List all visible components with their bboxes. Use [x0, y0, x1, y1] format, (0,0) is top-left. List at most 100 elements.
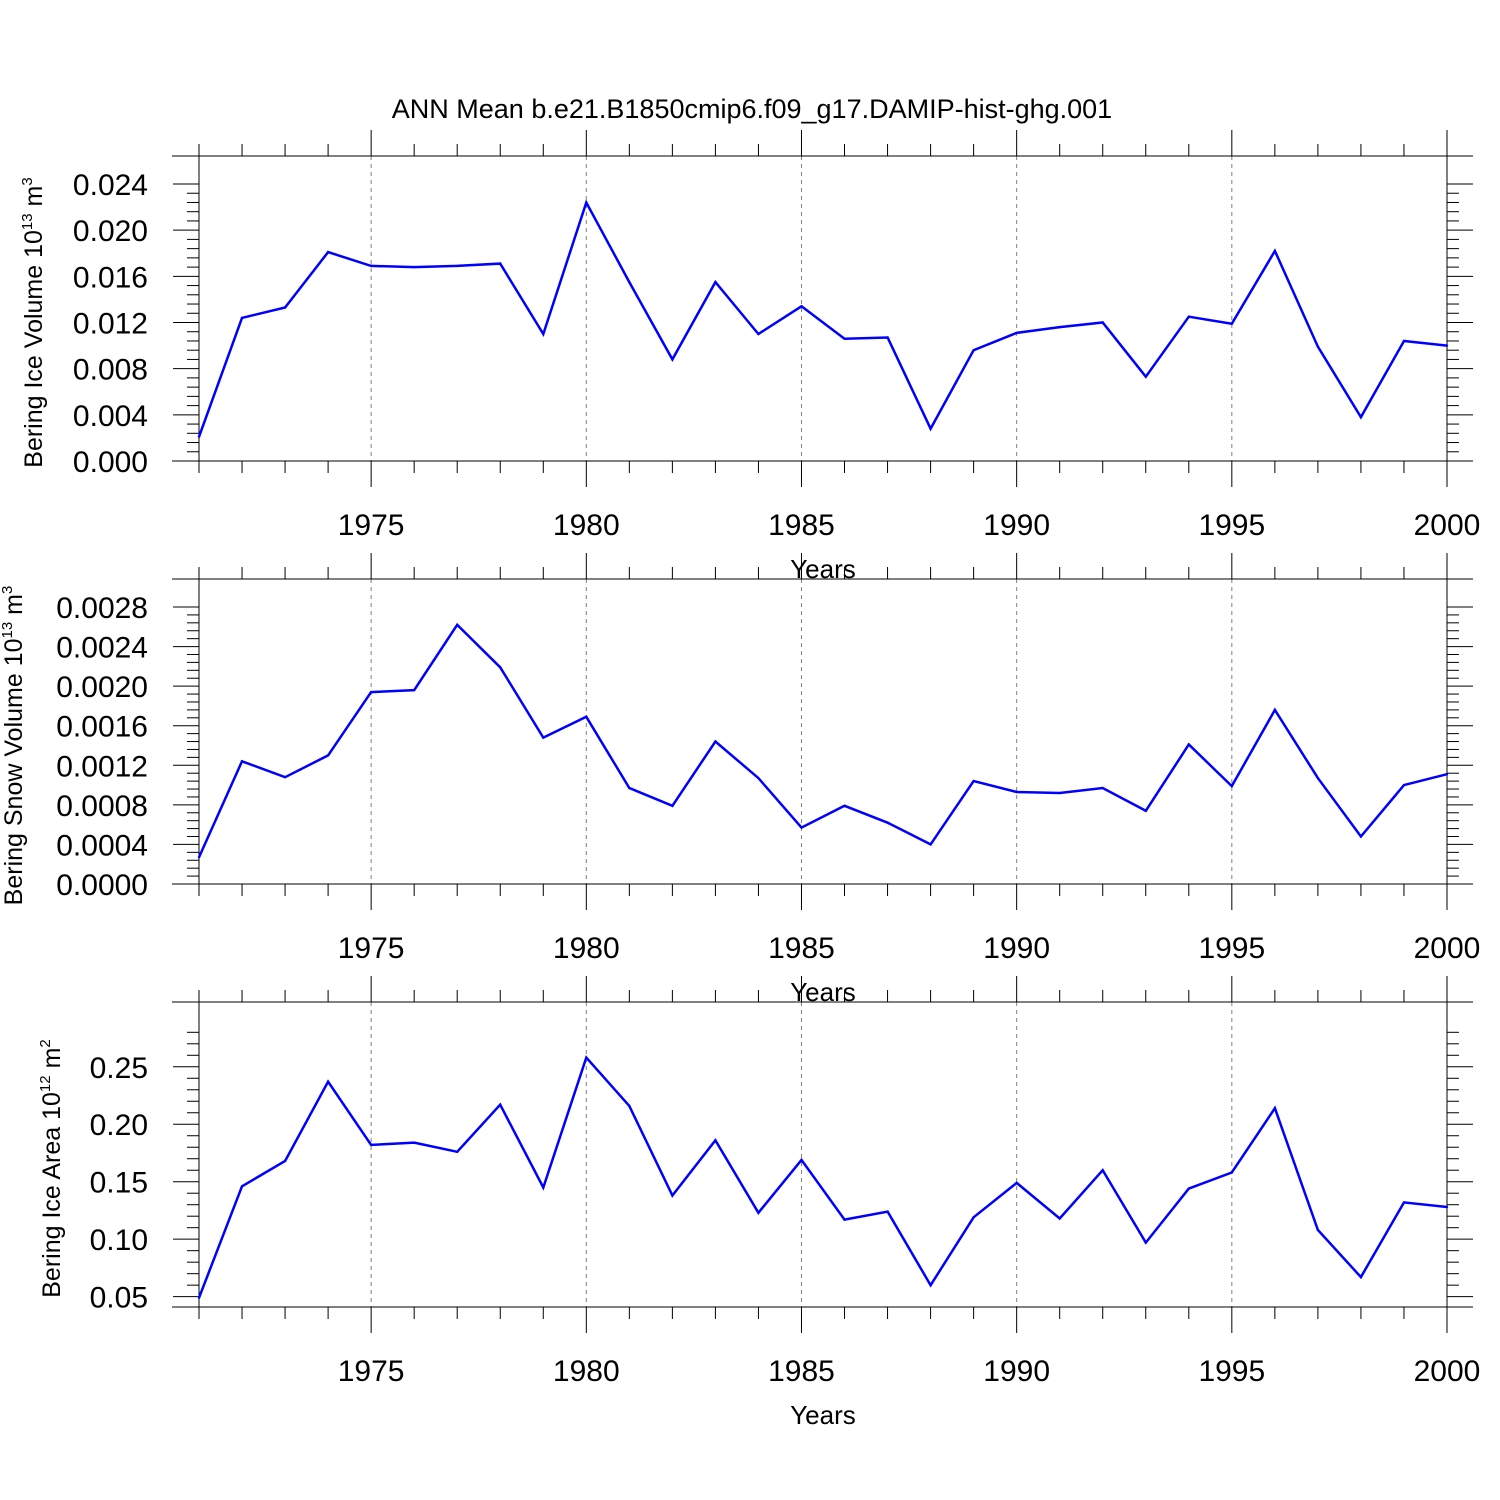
- ice-area-point: [326, 1080, 330, 1083]
- ice-volume-point: [1101, 321, 1104, 324]
- ice-area-point: [1316, 1228, 1320, 1232]
- ice-volume-xtick-label: 1980: [553, 509, 620, 542]
- ice-volume-ytick-label: 0.020: [73, 215, 148, 248]
- ice-area-point: [1230, 1171, 1234, 1174]
- snow-volume-point: [972, 779, 975, 783]
- snow-volume-ytick-label: 0.0016: [56, 711, 148, 744]
- snow-volume-point: [542, 736, 545, 739]
- snow-volume-xtick-label: 1985: [768, 932, 835, 965]
- ice-area-point: [240, 1185, 244, 1188]
- plots: 1975 1980 1985 1990 1995 2000 Years 0.000 0.004 0…: [0, 130, 1480, 1430]
- ice-volume-point: [1144, 375, 1147, 378]
- ice-area-point: [1187, 1187, 1190, 1190]
- ice-area-point: [283, 1159, 287, 1163]
- ice-area-point: [1402, 1201, 1406, 1204]
- snow-volume-xtick-label: 1995: [1198, 932, 1265, 965]
- ice-volume-ytick-label: 0.000: [73, 446, 148, 479]
- snow-volume-xtick-label: 1990: [983, 932, 1050, 965]
- ice-area-point: [714, 1139, 717, 1142]
- ice-area-point: [628, 1104, 631, 1108]
- ice-area-point: [542, 1186, 545, 1189]
- ice-volume-point: [1230, 322, 1234, 325]
- snow-volume-point: [456, 623, 459, 627]
- snow-volume-point: [1015, 790, 1018, 794]
- ice-volume-point: [197, 435, 201, 438]
- ice-volume-point: [1402, 339, 1406, 343]
- ice-area-xtick-label: 1980: [553, 1355, 620, 1388]
- snow-volume-point: [240, 760, 244, 763]
- ice-area-point: [1015, 1181, 1018, 1185]
- ice-area-point: [929, 1283, 932, 1287]
- snow-volume-point: [1230, 784, 1234, 788]
- ice-area-xtick-label: 1995: [1198, 1355, 1265, 1388]
- snow-volume-point: [1187, 743, 1190, 746]
- ice-volume-point: [1316, 345, 1320, 348]
- ice-volume-point: [542, 332, 545, 336]
- ice-volume-xtick-label: 1975: [338, 509, 405, 542]
- ice-area-series-line: [197, 1055, 1448, 1299]
- ice-area-xtick-label: 2000: [1414, 1355, 1481, 1388]
- ice-area-point: [1144, 1241, 1147, 1244]
- ice-area-xlabel: Years: [790, 1400, 856, 1430]
- snow-volume-point: [1058, 791, 1061, 795]
- ice-area-point: [1359, 1275, 1363, 1279]
- snow-volume-xtick-label: 1980: [553, 932, 620, 965]
- snow-volume-ytick-label: 0.0020: [56, 671, 148, 704]
- snow-volume-ytick-label: 0.0004: [56, 829, 148, 862]
- ice-volume-point: [628, 280, 631, 284]
- ice-volume-ytick-label: 0.024: [73, 169, 148, 202]
- snow-volume-point: [628, 786, 631, 790]
- snow-volume-ytick-label: 0.0012: [56, 750, 148, 783]
- ice-volume-point: [843, 337, 846, 340]
- ice-volume-point: [369, 264, 373, 268]
- ice-area-panel: 1975 1980 1985 1990 1995 2000 Years 0.05 0.10 0.1…: [37, 976, 1480, 1430]
- ice-area-point: [197, 1296, 201, 1300]
- ice-volume-xtick-label: 1995: [1198, 509, 1265, 542]
- ice-area-ytick-label: 0.25: [90, 1052, 148, 1085]
- ice-volume-panel: 1975 1980 1985 1990 1995 2000Years0.0000.0040…: [19, 130, 1480, 584]
- snow-volume-point: [412, 688, 416, 692]
- ice-area-point: [499, 1103, 502, 1106]
- ice-area-point: [757, 1211, 760, 1214]
- snow-volume-panel: 1975 1980 1985 1990 1995 2000Years0.00000.000…: [0, 553, 1480, 1007]
- snow-volume-xtick-label: 2000: [1414, 932, 1481, 965]
- snow-volume-point: [1445, 772, 1449, 776]
- snow-volume-point: [800, 826, 803, 829]
- snow-volume-xtick-label: 1975: [338, 932, 405, 965]
- ice-volume-point: [412, 265, 416, 269]
- ice-volume-point: [283, 306, 287, 309]
- ice-volume-ytick-label: 0.004: [73, 400, 148, 433]
- snow-volume-ytick-label: 0.0008: [56, 790, 148, 823]
- ice-area-ytick-label: 0.15: [90, 1167, 148, 1200]
- ice-area-point: [456, 1150, 459, 1154]
- snow-volume-ytick-label: 0.0028: [56, 592, 148, 625]
- snow-volume-series-line: [197, 622, 1448, 858]
- chart-title: ANN Mean b.e21.B1850cmip6.f09_g17.DAMIP-…: [392, 94, 1112, 124]
- ice-area-point: [1445, 1205, 1449, 1209]
- snow-volume-point: [1316, 776, 1320, 780]
- ice-volume-point: [326, 250, 330, 254]
- snow-volume-point: [757, 776, 760, 780]
- snow-volume-point: [585, 715, 588, 719]
- ice-volume-ytick-label: 0.012: [73, 308, 148, 341]
- snow-volume-point: [499, 666, 502, 669]
- ice-volume-point: [1445, 344, 1449, 347]
- ice-volume-xtick-label: 1985: [768, 509, 835, 542]
- snow-volume-point: [1359, 835, 1363, 838]
- ice-area-ylabel: Bering Ice Area 1012 m2: [37, 1039, 66, 1298]
- ice-volume-point: [240, 316, 244, 320]
- ice-area-point: [585, 1056, 588, 1059]
- ice-volume-point: [1273, 249, 1277, 253]
- ice-volume-point: [1058, 325, 1061, 329]
- ice-volume-xtick-label: 1990: [983, 509, 1050, 542]
- snow-volume-point: [197, 856, 201, 859]
- ice-volume-point: [456, 264, 459, 268]
- ice-area-ytick-label: 0.05: [90, 1282, 148, 1315]
- ice-area-xtick-label: 1985: [768, 1355, 835, 1388]
- ice-area-point: [369, 1143, 373, 1147]
- ice-area-point: [886, 1210, 889, 1213]
- ice-area-ytick-label: 0.20: [90, 1109, 148, 1142]
- ice-volume-point: [499, 262, 502, 265]
- ice-volume-ytick-label: 0.008: [73, 354, 148, 387]
